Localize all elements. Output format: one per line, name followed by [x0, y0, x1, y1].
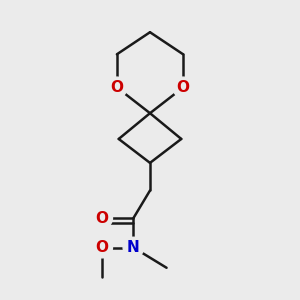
Circle shape [92, 237, 112, 258]
Text: O: O [177, 80, 190, 95]
Circle shape [106, 77, 127, 98]
Text: N: N [127, 240, 140, 255]
Text: O: O [96, 240, 109, 255]
Text: O: O [110, 80, 123, 95]
Circle shape [123, 237, 144, 258]
Circle shape [92, 208, 112, 228]
Circle shape [173, 77, 194, 98]
Text: O: O [96, 211, 109, 226]
